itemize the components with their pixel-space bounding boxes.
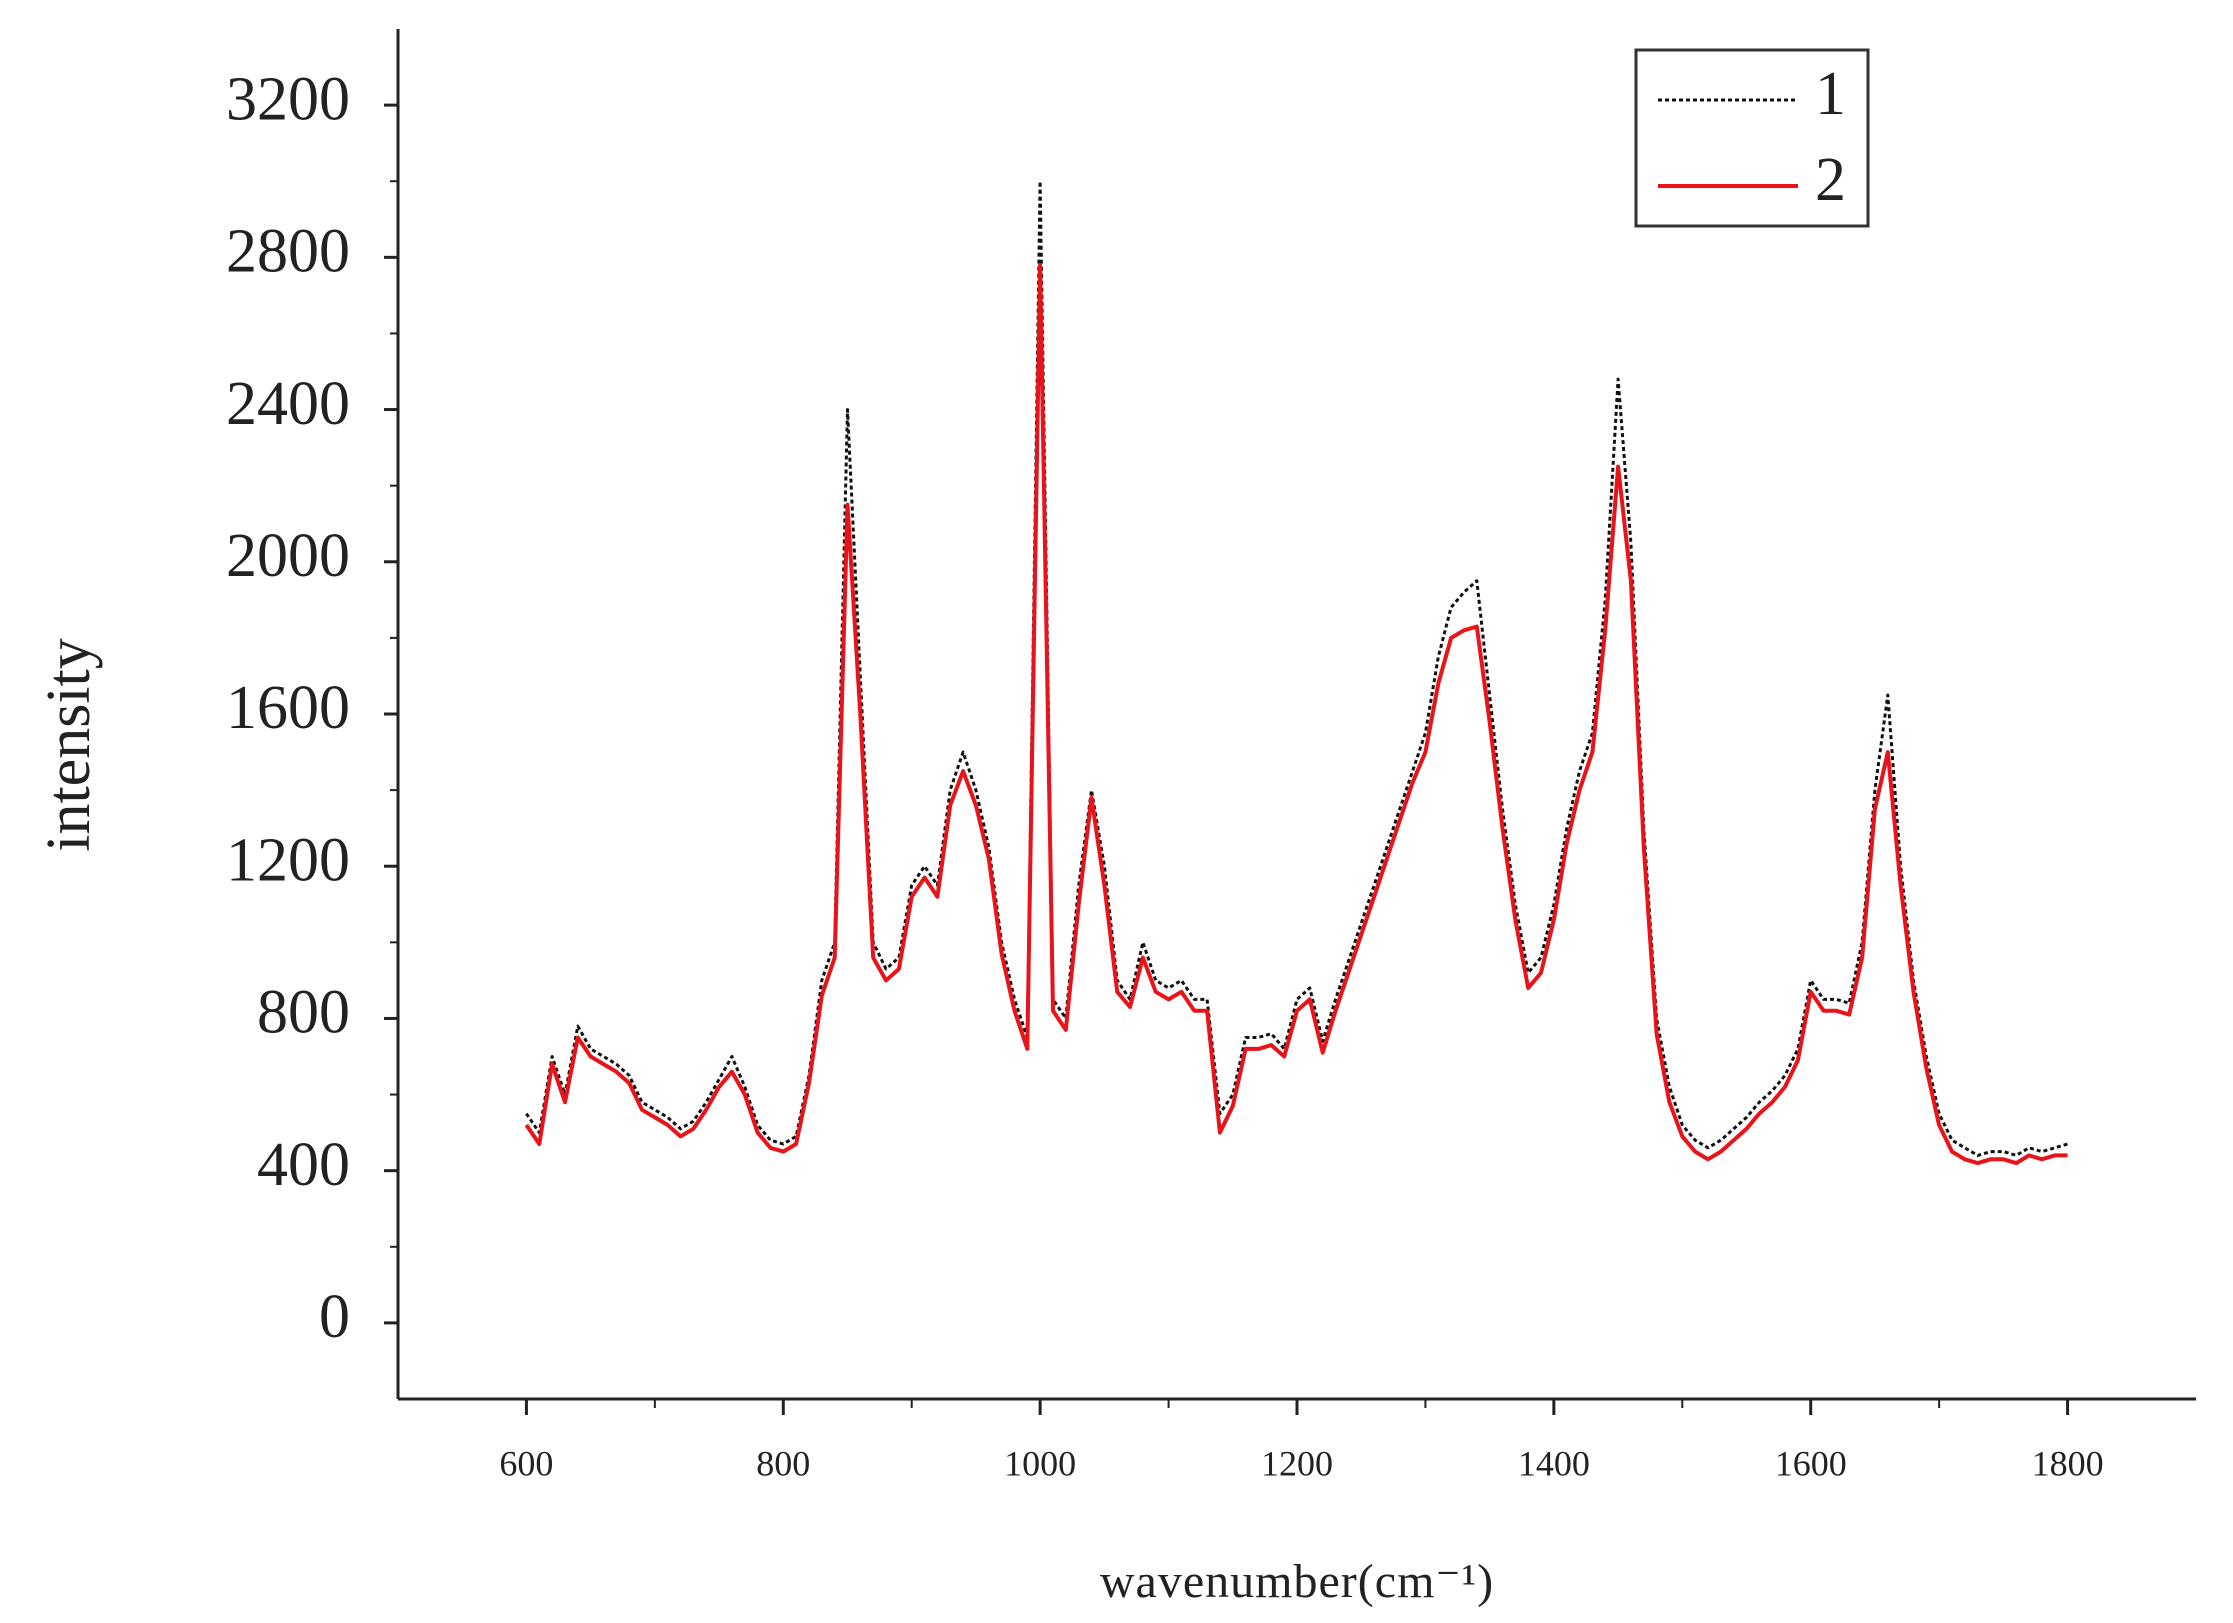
x-tick-label: 800 bbox=[756, 1443, 810, 1483]
y-tick-label: 2000 bbox=[226, 522, 350, 590]
x-tick-label: 600 bbox=[499, 1443, 553, 1483]
x-tick-label: 1200 bbox=[1261, 1443, 1333, 1483]
y-tick-label: 0 bbox=[319, 1283, 350, 1351]
x-tick-label: 1000 bbox=[1004, 1443, 1076, 1483]
y-tick-label: 1600 bbox=[226, 674, 350, 742]
y-tick-label: 2800 bbox=[226, 218, 350, 286]
x-tick-label: 1400 bbox=[1518, 1443, 1590, 1483]
series-line bbox=[524, 262, 2068, 1166]
x-tick-label: 1600 bbox=[1775, 1443, 1847, 1483]
x-axis-title: wavenumber(cm⁻¹) bbox=[1100, 1555, 1494, 1608]
y-tick-label: 400 bbox=[257, 1131, 350, 1199]
y-tick-label: 3200 bbox=[226, 65, 350, 133]
y-tick-label: 2400 bbox=[226, 370, 350, 438]
legend-box bbox=[1634, 48, 1870, 228]
x-tick-label: 1800 bbox=[2032, 1443, 2104, 1483]
y-tick-label: 800 bbox=[257, 979, 350, 1047]
y-axis-title: intensity bbox=[35, 638, 103, 852]
y-tick-label: 1200 bbox=[226, 826, 350, 894]
legend-label: 2 bbox=[1815, 146, 1846, 214]
legend-label: 1 bbox=[1815, 60, 1846, 128]
series-line bbox=[525, 179, 2069, 1157]
